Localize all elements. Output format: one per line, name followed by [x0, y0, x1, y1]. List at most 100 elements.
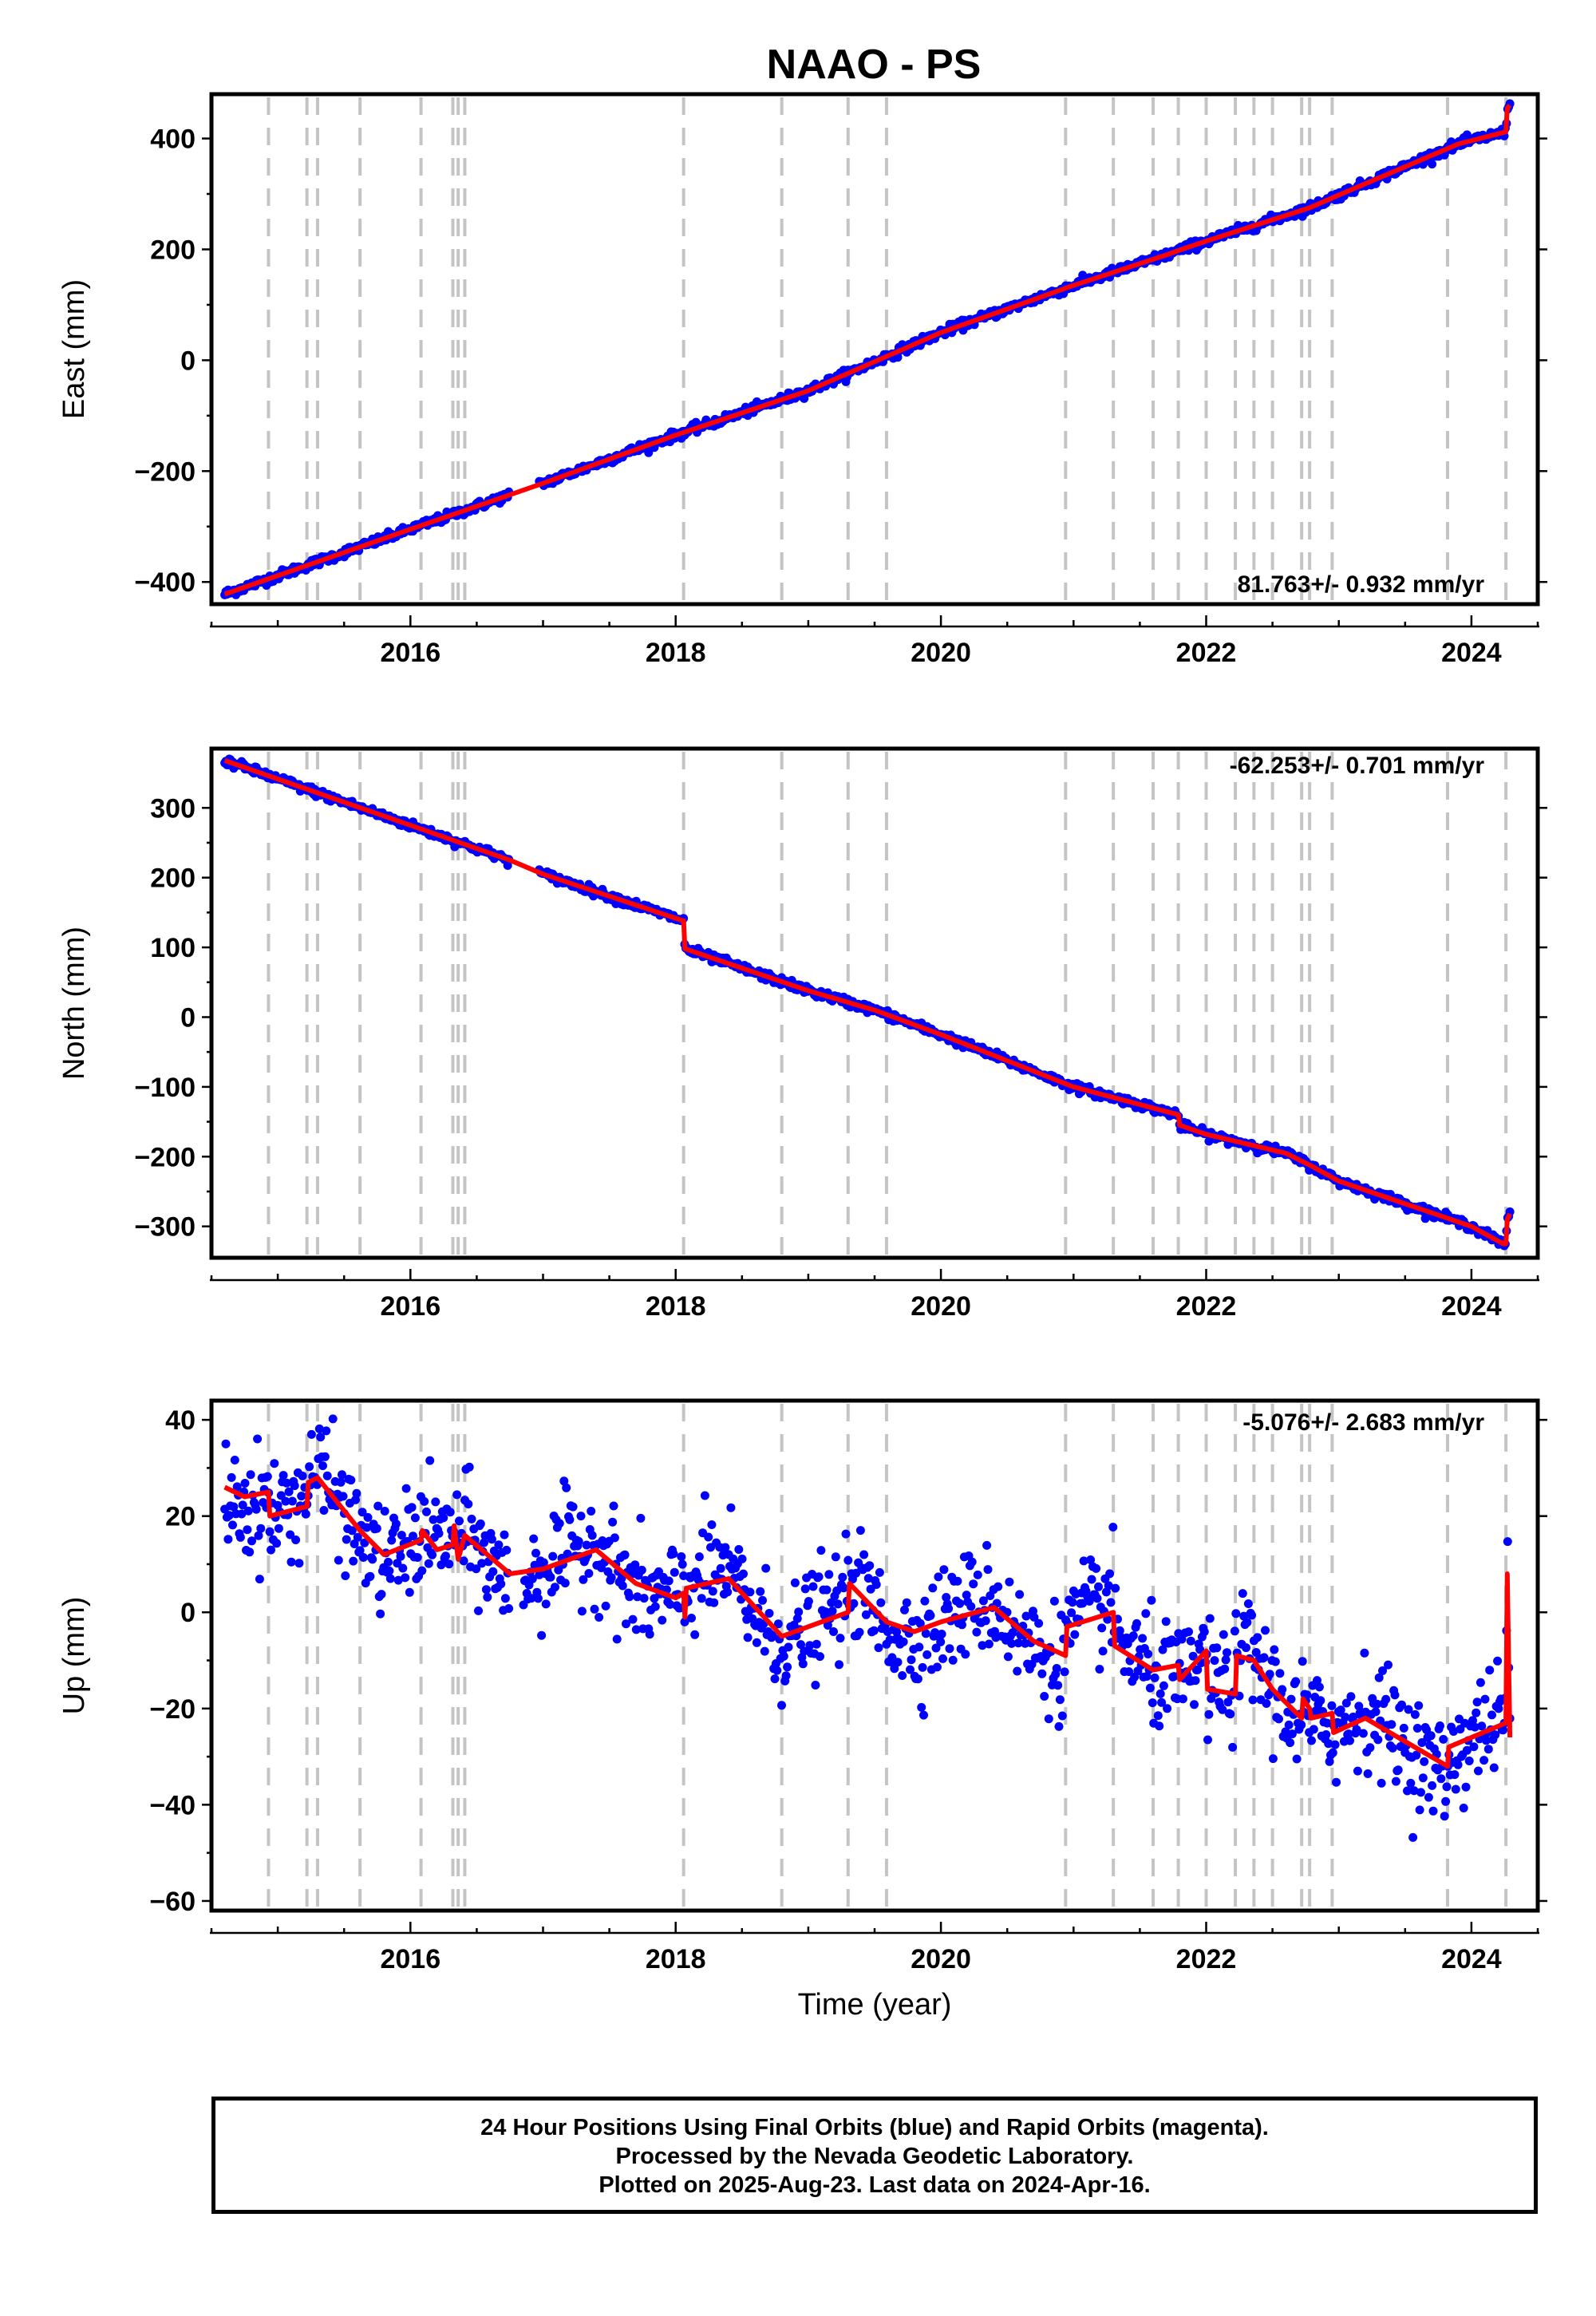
- data-point: [1378, 1666, 1387, 1675]
- data-point: [1493, 1656, 1503, 1666]
- data-point: [445, 1508, 455, 1517]
- data-point: [1469, 1742, 1479, 1752]
- rate-label: -62.253+/- 0.701 mm/yr: [1230, 753, 1485, 779]
- data-point: [444, 1559, 454, 1569]
- data-point: [565, 1515, 575, 1524]
- data-point: [726, 1503, 736, 1512]
- data-point: [537, 1630, 547, 1640]
- data-points: [220, 1414, 1515, 1842]
- data-point: [576, 1512, 586, 1521]
- data-point: [855, 1526, 865, 1535]
- data-point: [1381, 1694, 1391, 1704]
- data-point: [560, 1579, 570, 1588]
- data-point: [1397, 1700, 1406, 1709]
- data-point: [439, 1513, 448, 1523]
- rate-label: -5.076+/- 2.683 mm/yr: [1242, 1409, 1484, 1436]
- data-point: [358, 1553, 368, 1562]
- data-point: [1053, 1681, 1063, 1690]
- data-point: [385, 1574, 395, 1583]
- data-point: [849, 1599, 859, 1608]
- data-point: [417, 1566, 427, 1575]
- data-point: [431, 1497, 440, 1507]
- data-point: [1499, 1725, 1508, 1735]
- data-point: [232, 1482, 242, 1492]
- data-point: [945, 1644, 954, 1654]
- data-point: [407, 1503, 417, 1512]
- data-point: [721, 1543, 730, 1552]
- y-tick-label: 100: [150, 933, 196, 963]
- data-point: [1384, 1660, 1393, 1670]
- data-point: [1115, 1626, 1124, 1635]
- data-point: [1184, 1627, 1193, 1637]
- data-point: [551, 1583, 559, 1592]
- data-point: [253, 1434, 263, 1444]
- data-point: [1015, 1590, 1025, 1599]
- data-point: [899, 1637, 908, 1646]
- data-point: [476, 1519, 485, 1528]
- data-point: [928, 1583, 938, 1593]
- data-point: [1094, 1582, 1103, 1591]
- data-point: [286, 1530, 295, 1539]
- data-point: [919, 1710, 928, 1720]
- data-point: [913, 1674, 922, 1684]
- data-point: [902, 1598, 911, 1607]
- data-point: [1108, 1523, 1118, 1531]
- y-tick-label: 40: [165, 1405, 196, 1436]
- data-point: [917, 1702, 926, 1712]
- data-point: [1095, 1665, 1104, 1674]
- model-line: [223, 103, 1512, 597]
- data-point: [953, 1576, 962, 1586]
- data-point: [322, 1426, 331, 1436]
- data-point: [401, 1484, 411, 1493]
- data-point: [377, 1590, 386, 1599]
- data-point: [669, 1549, 678, 1559]
- rate-label: 81.763+/- 0.932 mm/yr: [1238, 571, 1485, 598]
- data-point: [664, 1576, 674, 1586]
- data-point: [1481, 1736, 1491, 1745]
- data-point: [937, 1630, 946, 1638]
- data-point: [1124, 1667, 1134, 1677]
- y-tick-label: 200: [150, 864, 196, 894]
- data-point: [297, 1492, 306, 1501]
- data-point: [875, 1567, 884, 1577]
- data-point: [1476, 1678, 1485, 1687]
- data-point: [320, 1452, 330, 1461]
- data-point: [341, 1571, 350, 1580]
- data-point: [921, 1629, 930, 1638]
- data-point: [814, 1572, 824, 1582]
- data-point: [1387, 1720, 1396, 1729]
- data-point: [704, 1532, 713, 1542]
- data-point: [855, 1627, 864, 1637]
- x-tick-label: 2020: [911, 1291, 971, 1322]
- data-point: [577, 1607, 587, 1616]
- data-point: [472, 1564, 481, 1574]
- data-point: [452, 1490, 462, 1500]
- data-point: [474, 1606, 483, 1615]
- data-point: [812, 1639, 821, 1649]
- data-point: [709, 1598, 719, 1607]
- x-tick-label: 2018: [646, 1291, 706, 1322]
- data-point: [1029, 1612, 1039, 1622]
- data-point: [1391, 1777, 1400, 1786]
- data-point: [1098, 1646, 1108, 1656]
- data-point: [579, 1575, 588, 1584]
- data-point: [1360, 1648, 1369, 1658]
- data-point: [1453, 1760, 1463, 1769]
- data-point: [1291, 1677, 1301, 1686]
- data-point: [1055, 1695, 1065, 1705]
- y-axis-label: East (mm): [57, 279, 91, 419]
- data-point: [1057, 1711, 1067, 1721]
- data-point: [768, 1631, 777, 1641]
- data-point: [745, 1587, 755, 1597]
- data-point: [1013, 1638, 1023, 1648]
- footer-box: 24 Hour Positions Using Final Orbits (bl…: [211, 2097, 1538, 2214]
- data-point: [1440, 1812, 1449, 1821]
- data-point: [284, 1487, 294, 1496]
- data-point: [1297, 1720, 1306, 1729]
- data-point: [291, 1535, 301, 1544]
- plot-frame: [209, 1398, 1540, 1913]
- data-point: [368, 1555, 377, 1564]
- data-point: [650, 1602, 660, 1611]
- data-point: [351, 1495, 360, 1504]
- data-point: [336, 1477, 346, 1487]
